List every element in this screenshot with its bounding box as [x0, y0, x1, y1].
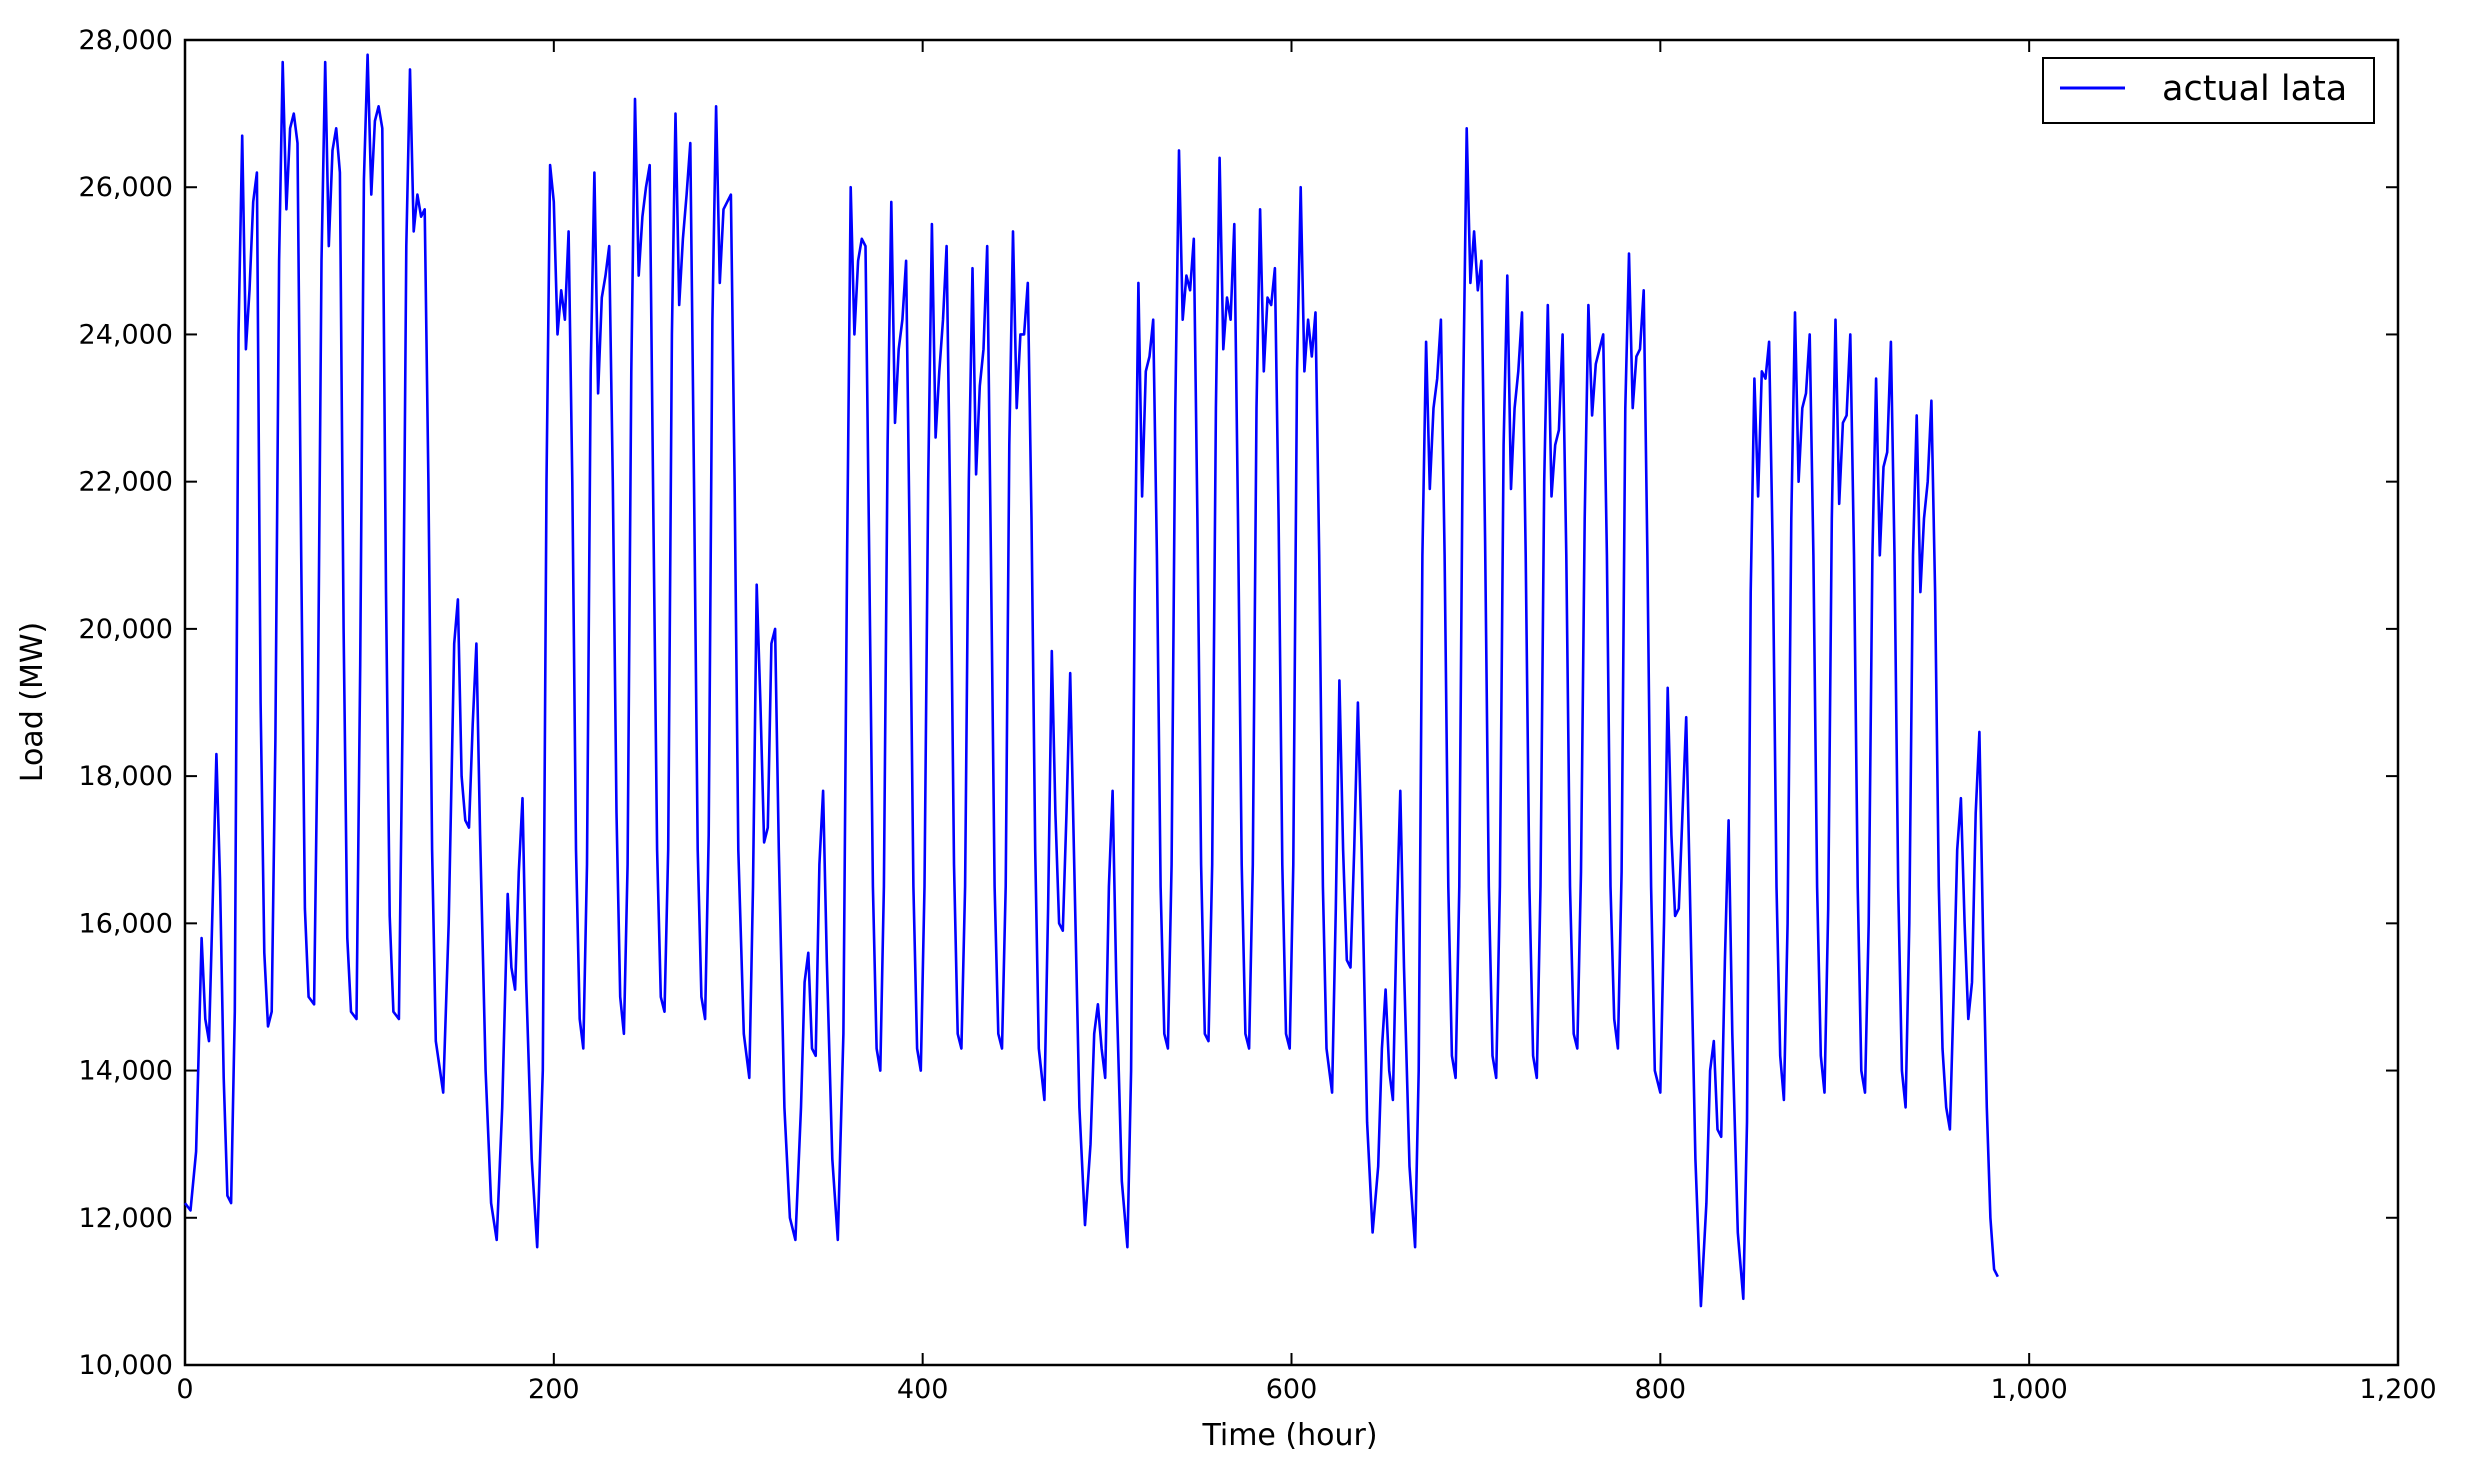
y-tick-label: 20,000 — [79, 614, 173, 645]
x-axis-ticks: 0 200 400 600 800 1,000 1,200 — [176, 40, 2437, 1405]
y-axis-title: Load (MW) — [15, 622, 50, 782]
y-axis-ticks: 10,000 12,000 14,000 16,000 18,000 20,000 22,0… — [79, 25, 2398, 1381]
x-tick-label: 600 — [1266, 1374, 1318, 1405]
x-tick-label: 200 — [528, 1374, 580, 1405]
y-tick-label: 28,000 — [79, 25, 173, 56]
x-tick-label: 1,000 — [1991, 1374, 2068, 1405]
series-layer — [183, 53, 1999, 1308]
y-tick-label: 10,000 — [79, 1350, 173, 1381]
y-tick-label: 12,000 — [79, 1203, 173, 1234]
y-tick-label: 16,000 — [79, 908, 173, 939]
y-tick-label: 26,000 — [79, 172, 173, 203]
x-tick-label: 800 — [1635, 1374, 1687, 1405]
x-tick-label: 1,200 — [2359, 1374, 2436, 1405]
y-tick-label: 18,000 — [79, 761, 173, 792]
legend-label-actual-lata: actual lata — [2162, 69, 2347, 109]
legend-box — [2042, 57, 2375, 124]
x-tick-label: 400 — [897, 1374, 949, 1405]
y-tick-label: 14,000 — [79, 1056, 173, 1087]
y-tick-label: 24,000 — [79, 319, 173, 350]
y-tick-label: 22,000 — [79, 467, 173, 498]
legend: actual lata — [2042, 57, 2375, 124]
x-axis-title: Time (hour) — [1201, 1418, 1377, 1453]
series-line-actual-lata — [183, 53, 1999, 1308]
x-tick-label: 0 — [176, 1374, 193, 1405]
